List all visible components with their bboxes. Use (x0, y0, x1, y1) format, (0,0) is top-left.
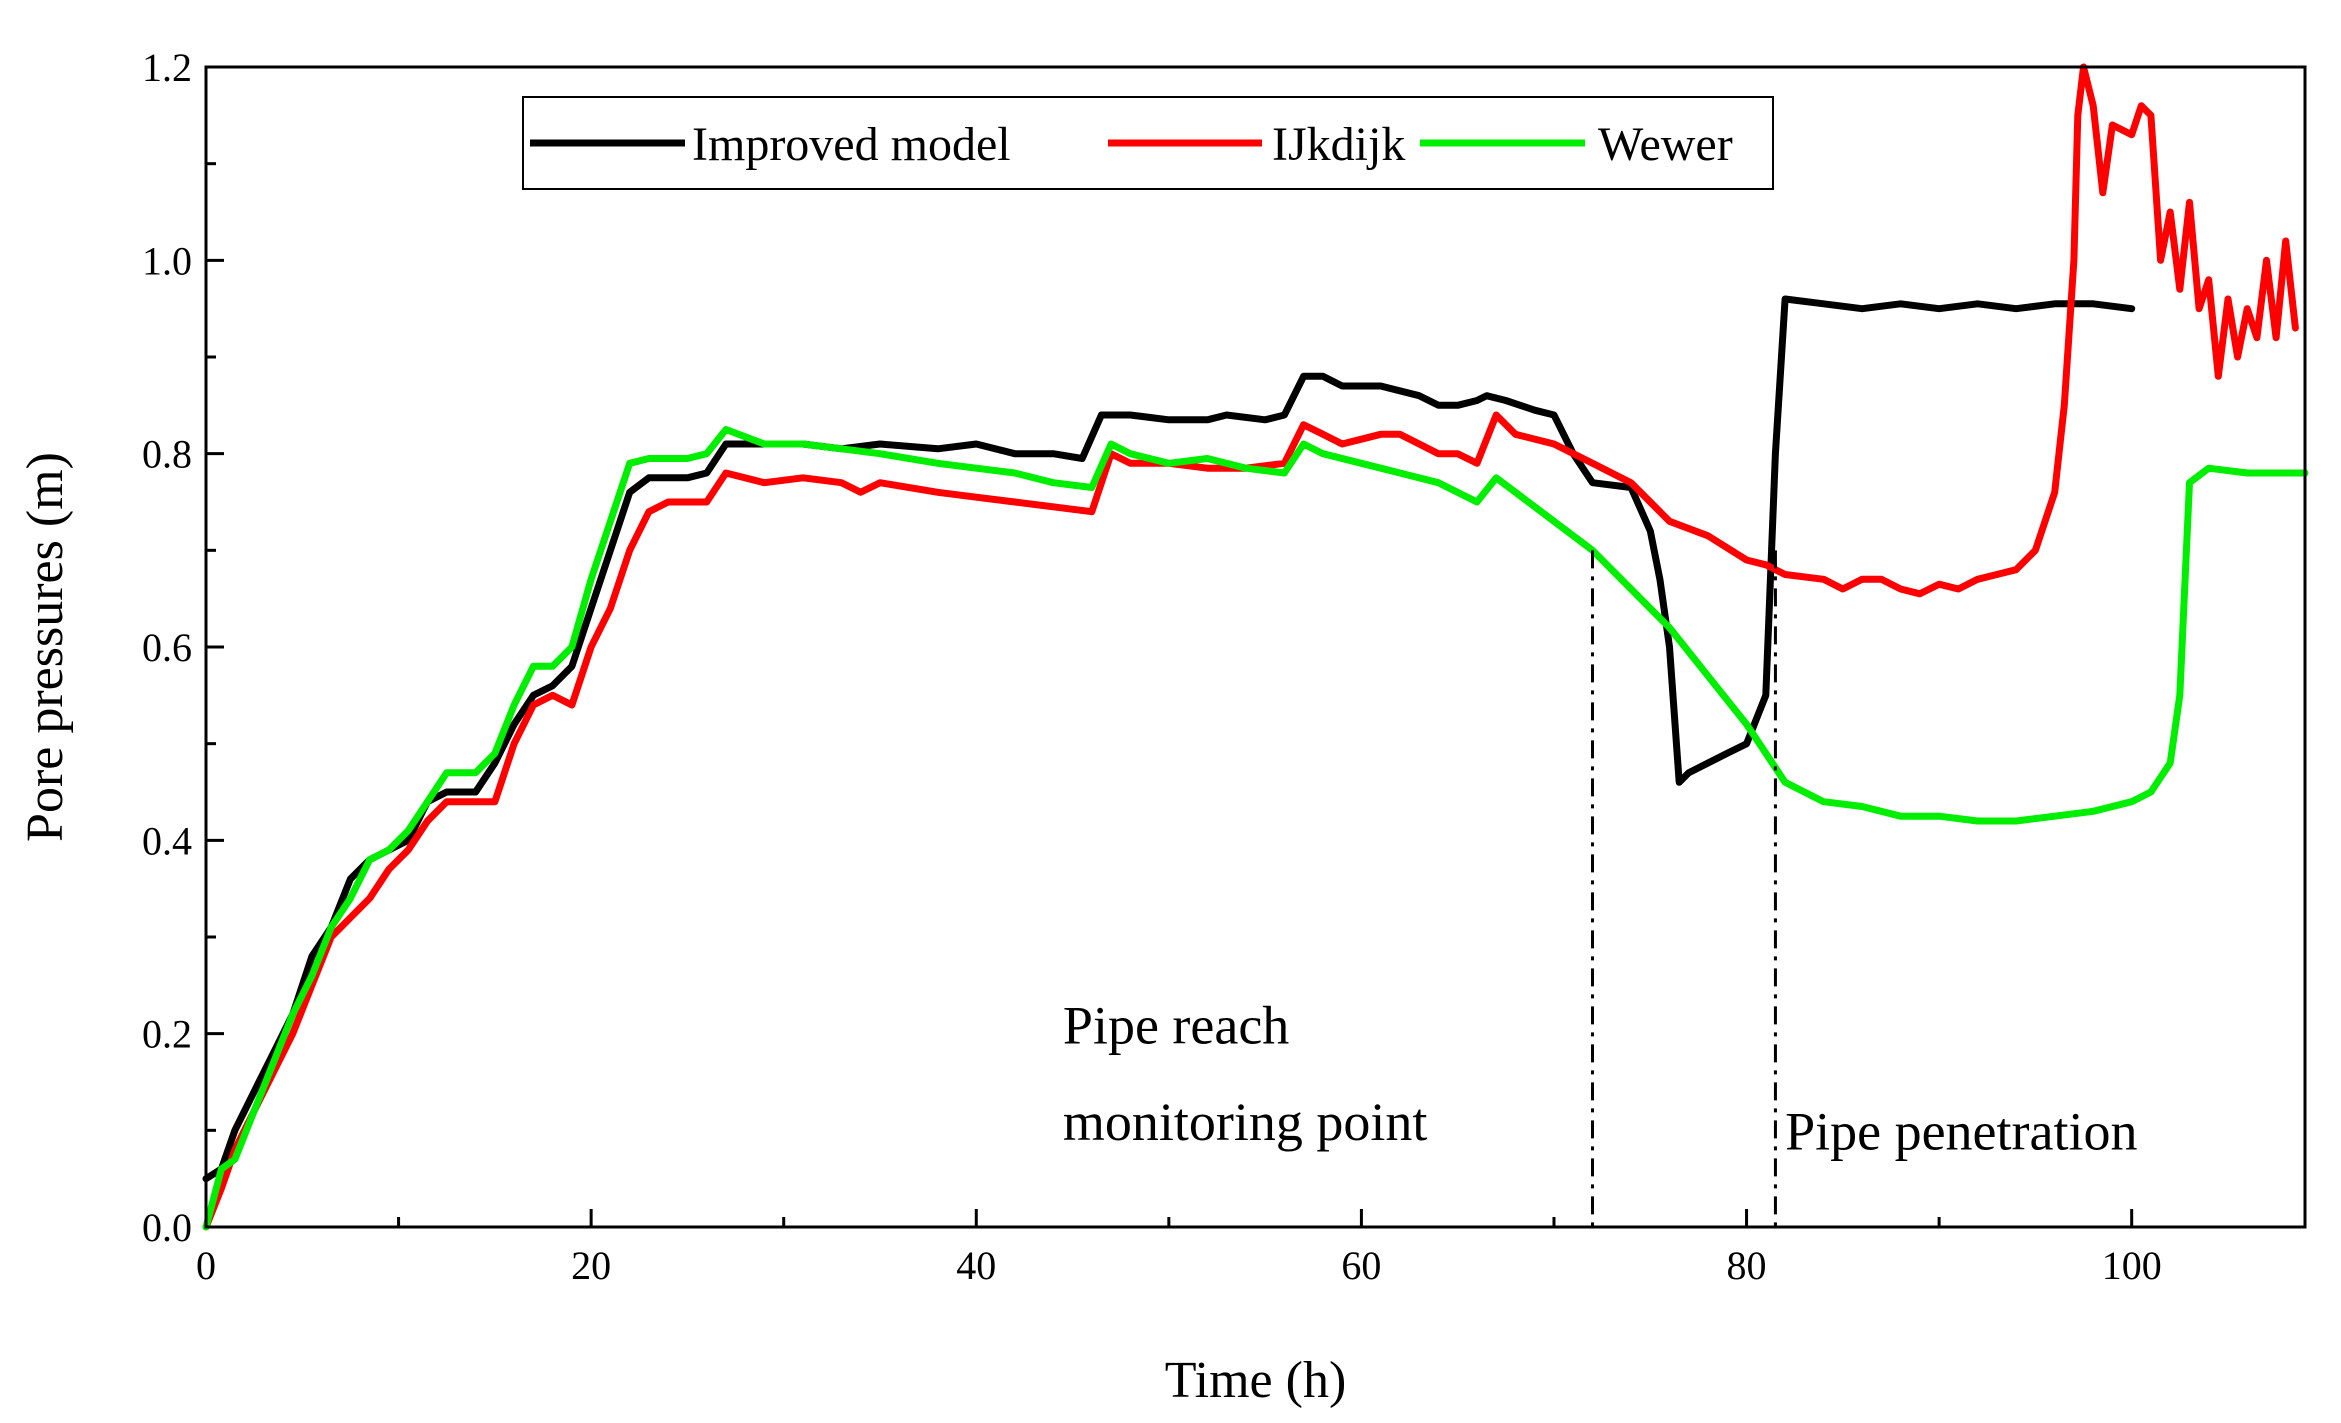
tick-layer: 0 20 40 60 80 100 0.0 0.2 0.4 0.6 0.8 1.0 1.2 (142, 45, 2162, 1288)
series-line-ijkdijk (202, 63, 2299, 1231)
x-tick-label-80: 80 (1727, 1243, 1767, 1288)
x-tick-label-40: 40 (956, 1243, 996, 1288)
y-tick-label-0: 0.0 (142, 1205, 192, 1250)
legend-label-improved-model: Improved model (692, 118, 1011, 171)
annotation-monitoring-point: monitoring point (1063, 1092, 1428, 1152)
annotation-pipe-reach: Pipe reach (1063, 995, 1289, 1055)
y-tick-label-6: 1.2 (142, 45, 192, 90)
y-tick-label-4: 0.8 (142, 432, 192, 477)
y-tick-label-5: 1.0 (142, 238, 192, 283)
x-tick-label-60: 60 (1341, 1243, 1381, 1288)
y-axis-title: Pore pressures (m) (17, 452, 74, 842)
series-layer (202, 63, 2309, 1231)
legend: Improved model IJkdijk Wewer (522, 96, 1774, 190)
x-axis-title: Time (h) (1165, 1352, 1347, 1409)
annotation-pipe-penetration: Pipe penetration (1785, 1102, 2137, 1162)
vertical-marker-layer (1590, 550, 1777, 1227)
annotation-layer: Pipe reach monitoring point Pipe penetrati… (1063, 995, 2138, 1161)
x-tick-label-20: 20 (571, 1243, 611, 1288)
legend-label-ijkdijk: IJkdijk (1272, 118, 1405, 171)
series-line-wewer (202, 426, 2309, 1231)
legend-label-wewer: Wewer (1598, 118, 1733, 171)
y-tick-label-3: 0.6 (142, 625, 192, 670)
x-tick-label-0: 0 (196, 1243, 216, 1288)
y-tick-label-2: 0.4 (142, 818, 192, 863)
y-tick-label-1: 0.2 (142, 1012, 192, 1057)
x-tick-label-100: 100 (2102, 1243, 2162, 1288)
series-line-improved-model (202, 295, 2136, 1183)
